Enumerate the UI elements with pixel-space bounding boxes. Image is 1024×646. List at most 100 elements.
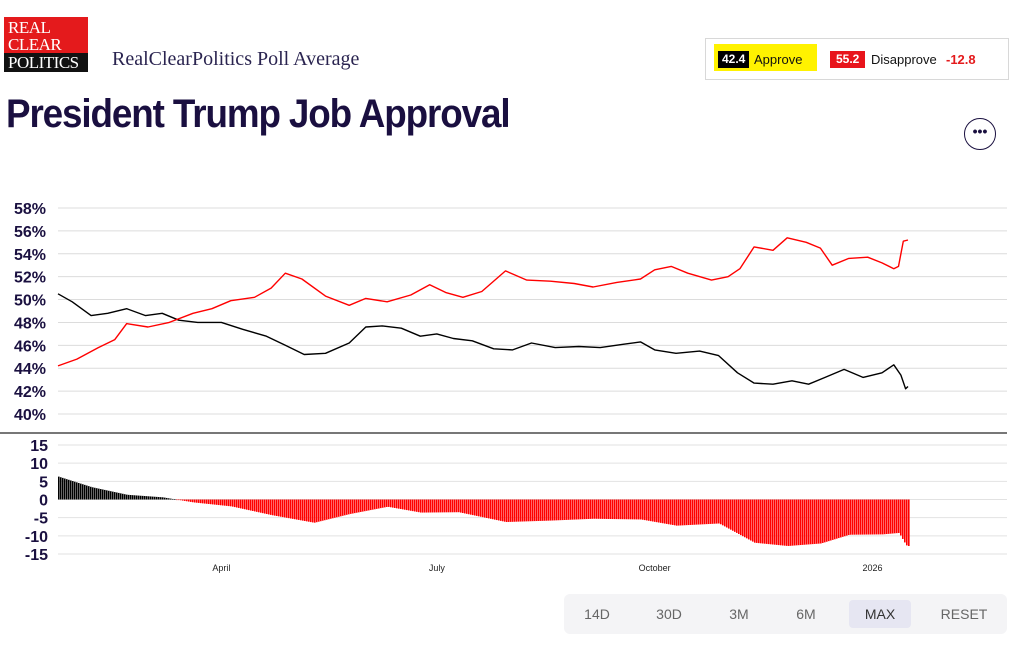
spread-y-tick-label: -15 — [25, 547, 48, 564]
spread-bar — [182, 499, 184, 501]
spread-bar — [262, 499, 264, 514]
spread-bar — [380, 499, 382, 509]
spread-bar — [698, 499, 700, 525]
spread-bar — [106, 490, 108, 500]
spread-bar — [682, 499, 684, 526]
spread-bar — [862, 499, 864, 535]
spread-bar — [694, 499, 696, 525]
spread-bar — [112, 491, 114, 500]
approve-label: Approve — [754, 52, 803, 67]
spread-bar — [634, 499, 636, 520]
spread-bar — [614, 499, 616, 520]
spread-bar — [168, 498, 170, 500]
spread-bar — [498, 499, 500, 521]
spread-bar — [176, 499, 178, 501]
spread-bar — [800, 499, 802, 546]
range-14d-button[interactable]: 14D — [584, 606, 610, 622]
spread-bar — [722, 499, 724, 526]
logo-red-block — [4, 17, 88, 53]
spread-bar — [236, 499, 238, 508]
spread-bar — [440, 499, 442, 513]
spread-bar — [576, 499, 578, 520]
spread-bar — [138, 495, 140, 500]
range-3m-button[interactable]: 3M — [729, 606, 749, 622]
spread-bar — [288, 499, 290, 519]
spread-bar — [324, 499, 326, 521]
spread-bar — [458, 499, 460, 513]
spread-bar — [418, 499, 420, 513]
spread-bar — [662, 499, 664, 524]
spread-bar — [822, 499, 824, 543]
spread-bar — [394, 499, 396, 508]
spread-bar — [864, 499, 866, 535]
ellipsis-icon: ••• — [972, 123, 988, 139]
spread-bar — [804, 499, 806, 545]
spread-bar — [830, 499, 832, 541]
spread-bar — [464, 499, 466, 514]
spread-bar — [706, 499, 708, 525]
spread-bar — [668, 499, 670, 525]
spread-bar — [776, 499, 778, 545]
spread-bar — [406, 499, 408, 511]
spread-bar — [696, 499, 698, 525]
spread-bar — [692, 499, 694, 525]
spread-bar — [344, 499, 346, 516]
spread-bar — [780, 499, 782, 546]
spread-bar — [654, 499, 656, 522]
spread-bar — [154, 496, 156, 500]
rcp-logo[interactable]: REAL CLEAR POLITICS — [4, 17, 88, 73]
spread-bar — [728, 499, 730, 529]
spread-bar — [74, 481, 76, 500]
spread-bar — [246, 499, 248, 510]
spread-bar — [488, 499, 490, 519]
spread-bar — [190, 499, 192, 502]
spread-bar — [254, 499, 256, 512]
spread-bar — [842, 499, 844, 537]
spread-bar — [366, 499, 368, 511]
spread-bar — [790, 499, 792, 546]
x-tick-label: 2026 — [862, 563, 882, 573]
more-options-button[interactable]: ••• — [964, 118, 996, 150]
y-tick-label: 58% — [14, 201, 46, 218]
spread-bar — [392, 499, 394, 508]
spread-bar — [286, 499, 288, 518]
spread-bar — [234, 499, 236, 508]
spread-bar — [506, 499, 508, 523]
spread-bar — [480, 499, 482, 517]
spread-bar — [616, 499, 618, 520]
spread-bar — [302, 499, 304, 521]
spread-bar — [738, 499, 740, 535]
spread-bar — [640, 499, 642, 520]
spread-bar — [508, 499, 510, 522]
spread-bar — [412, 499, 414, 512]
spread-bar — [222, 499, 224, 506]
approval-chart[interactable]: 58%56%54%52%50%48%46%44%42%40% 151050-5-… — [0, 190, 1024, 590]
spread-bar — [554, 499, 556, 521]
range-6m-button[interactable]: 6M — [796, 606, 816, 622]
spread-bar — [136, 495, 138, 500]
spread-bar — [162, 497, 164, 500]
spread-bar — [716, 499, 718, 524]
spread-bar — [502, 499, 504, 522]
range-max-button[interactable]: MAX — [849, 600, 911, 628]
spread-bar — [92, 487, 94, 500]
spread-bar — [900, 499, 902, 536]
spread-bar — [760, 499, 762, 544]
spread-bar — [364, 499, 366, 512]
spread-bar — [270, 499, 272, 515]
spread-bar — [878, 499, 880, 535]
spread-bar — [846, 499, 848, 536]
logo-line-2: CLEAR — [8, 35, 62, 54]
spread-bar — [88, 486, 90, 500]
spread-bar — [290, 499, 292, 519]
spread-bar — [346, 499, 348, 515]
range-30d-button[interactable]: 30D — [656, 606, 682, 622]
spread-bar — [824, 499, 826, 543]
spread-bar — [148, 496, 150, 500]
y-tick-label: 42% — [14, 384, 46, 401]
spread-bar — [648, 499, 650, 521]
reset-button[interactable]: RESET — [940, 606, 988, 622]
spread-bar — [528, 499, 530, 522]
spread-bar — [538, 499, 540, 521]
spread-bar — [492, 499, 494, 520]
